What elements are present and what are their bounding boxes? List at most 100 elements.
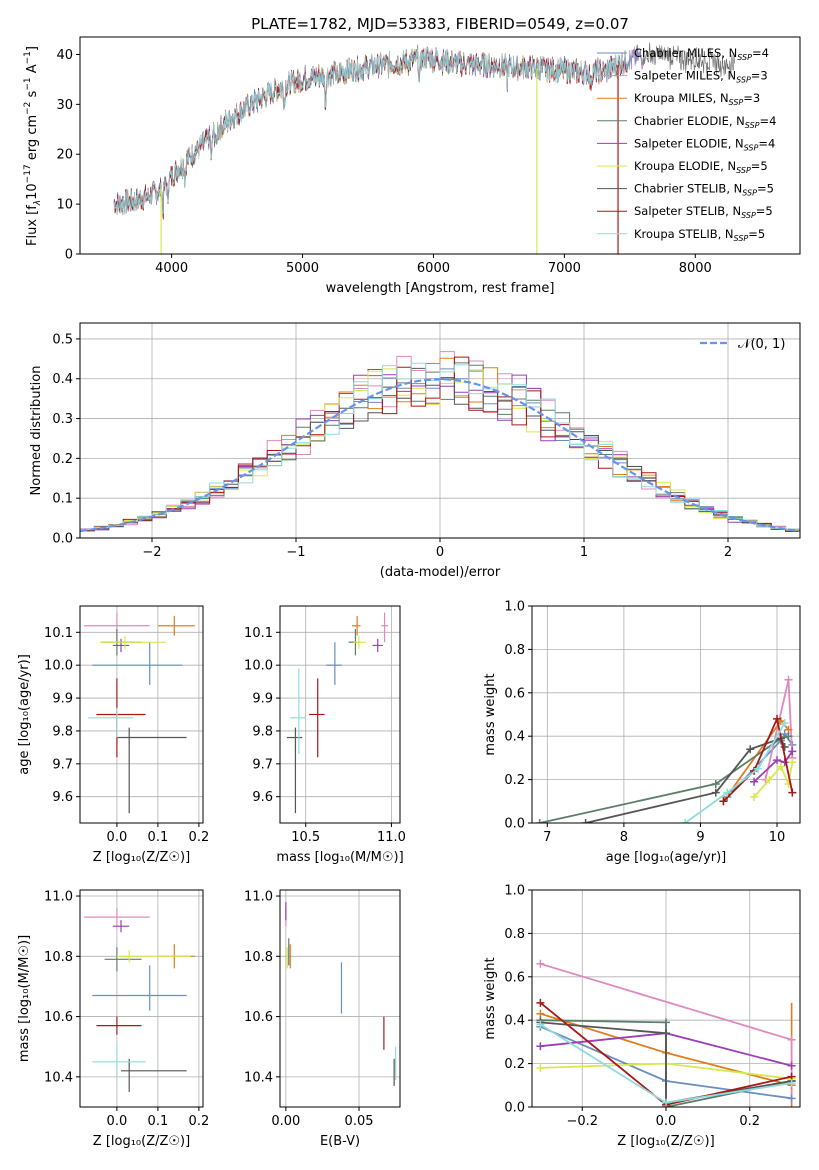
y-tick-label: 0.1	[52, 492, 73, 507]
y-tick-label: 1.0	[504, 600, 525, 615]
y-axis-label: mass [log₁₀(M/M☉)]	[17, 935, 32, 1062]
age_vs_z-panel: 0.0 0.1 0.2 9.6 9.7 9.8 9.9 10.0 10.1 Z [log₁₀(Z/…	[17, 605, 209, 865]
errorbar-krou_elodie	[353, 635, 366, 649]
y-tick-label: 0.2	[504, 773, 525, 788]
errorbar-salp_elodie	[372, 638, 383, 653]
legend-entry: Kroupa MILES, NSSP=3	[634, 91, 760, 107]
x-axis-label: wavelength [Angstrom, rest frame]	[326, 281, 555, 296]
x-axis-label: (data-model)/error	[380, 565, 501, 580]
weight-point	[536, 959, 545, 968]
weight-line	[540, 962, 792, 1041]
massweight_vs_age-plot-area	[535, 675, 797, 823]
x-tick-label: 7	[543, 830, 551, 845]
x-tick-label: 0.0	[656, 1114, 677, 1129]
y-tick-label: 10.0	[244, 659, 273, 674]
weight-point	[536, 998, 545, 1007]
weight-point	[681, 819, 690, 823]
x-tick-label: 0.2	[739, 1114, 760, 1129]
y-tick-label: 9.6	[252, 790, 273, 805]
y-axis-label: Normed distribution	[29, 366, 44, 496]
errorbar-chab_stelib	[121, 1058, 187, 1092]
weight-line	[539, 735, 789, 823]
mass_vs_ebv-panel: 0.00 0.05 10.4 10.6 10.8 11.0 E(B-V)	[244, 889, 401, 1149]
y-axis-label-part: 10	[25, 183, 40, 200]
x-tick-label: 10.5	[291, 830, 320, 845]
weight-series-krou_stelib	[681, 719, 789, 823]
y-axis-label-part: Flux [f	[25, 205, 40, 246]
weight-point	[536, 1063, 545, 1072]
weight-point	[784, 675, 793, 684]
figure-title: PLATE=1782, MJD=53383, FIBERID=0549, z=0…	[251, 15, 629, 33]
axes-frame	[79, 889, 204, 1108]
y-tick-label: 0.2	[52, 452, 73, 467]
y-tick-label: 11.0	[244, 890, 273, 905]
y-tick-label: 9.8	[52, 724, 73, 739]
y-tick-label: 0.6	[504, 686, 525, 701]
errorbar-krou_miles	[352, 615, 361, 636]
y-tick-label: 10.4	[44, 1070, 73, 1085]
x-tick-label: 0.05	[345, 1114, 374, 1129]
y-tick-label: 11.0	[44, 890, 73, 905]
errorbar-chab_stelib	[286, 727, 303, 814]
weight-point	[750, 777, 759, 786]
x-tick-label: 0.00	[271, 1114, 300, 1129]
weight-point	[753, 764, 762, 773]
weight-series-salp_miles	[536, 959, 796, 1044]
weight-line	[722, 715, 794, 802]
y-axis-label-part: s	[25, 90, 40, 101]
massweight_vs_z-plot-area	[536, 959, 796, 1107]
errorbar-krou_stelib	[88, 707, 134, 738]
y-axis-label-part: ]	[25, 46, 40, 51]
x-axis-label: mass [log₁₀(M/M☉)]	[276, 850, 403, 865]
legend-entry: 𝒩(0, 1)	[738, 337, 785, 352]
y-tick-label: 10.0	[44, 659, 73, 674]
y-tick-label: 0.8	[504, 643, 525, 658]
weight-line	[753, 750, 794, 783]
legend-entry: Chabrier ELODIE, NSSP=4	[634, 114, 776, 130]
y-tick-label: 9.8	[252, 724, 273, 739]
weight-point	[787, 1079, 796, 1088]
errorbar-krou_elodie	[116, 950, 191, 963]
legend-entry: Chabrier MILES, NSSP=4	[634, 46, 769, 62]
y-tick-label: 10.8	[244, 950, 273, 965]
axes-frame	[531, 605, 801, 824]
x-tick-label: 8000	[679, 261, 712, 276]
weight-series-salp_stelib	[719, 714, 797, 806]
x-tick-label: 0.0	[107, 830, 128, 845]
errorbar-krou_stelib	[290, 668, 306, 754]
weight-series-chab_stelib	[581, 734, 789, 823]
x-tick-label: −0.2	[566, 1114, 598, 1129]
histogram-series-krou_stelib	[80, 362, 800, 530]
x-tick-label: 0	[436, 545, 444, 560]
x-tick-label: 0.1	[148, 1114, 169, 1129]
mass_vs_z-plot-area	[84, 908, 195, 1092]
weight-point	[711, 788, 720, 797]
weight-point	[711, 779, 720, 788]
y-axis-label-part: −1	[23, 77, 33, 90]
y-tick-label: 0.4	[504, 730, 525, 745]
massweight_vs_age-panel: 7 8 9 10 0.0 0.2 0.4 0.6 0.8 1.0 age [log₁₀(age/yr…	[483, 600, 801, 865]
y-tick-label: 10.6	[44, 1010, 73, 1025]
errorbar-krou_miles	[157, 615, 195, 636]
y-tick-label: 0.8	[504, 927, 525, 942]
x-tick-label: 10	[769, 830, 786, 845]
x-tick-label: 9	[696, 830, 704, 845]
weight-point	[535, 819, 544, 823]
y-axis-label-part: −1	[23, 51, 33, 64]
weight-point	[784, 732, 793, 741]
y-axis-label: Flux [fλ10−17 erg cm−2 s−1 A−1]	[23, 46, 43, 246]
legend-entry: Chabrier STELIB, NSSP=5	[634, 182, 774, 198]
x-tick-label: −2	[142, 545, 161, 560]
y-tick-label: 9.9	[252, 692, 273, 707]
weight-line	[540, 1021, 792, 1104]
y-tick-label: 40	[56, 48, 73, 63]
residuals-panel: −2 −1 0 1 2 0.0 0.1 0.2 0.3 0.4 0.5 (data-model)/er…	[29, 322, 801, 580]
weight-point	[788, 788, 797, 797]
weight-point	[773, 756, 782, 765]
y-tick-label: 9.7	[252, 757, 273, 772]
errorbar-chab_miles	[92, 642, 183, 685]
y-tick-label: 10.4	[244, 1070, 273, 1085]
y-tick-label: 9.7	[52, 757, 73, 772]
y-tick-label: 10.8	[44, 950, 73, 965]
